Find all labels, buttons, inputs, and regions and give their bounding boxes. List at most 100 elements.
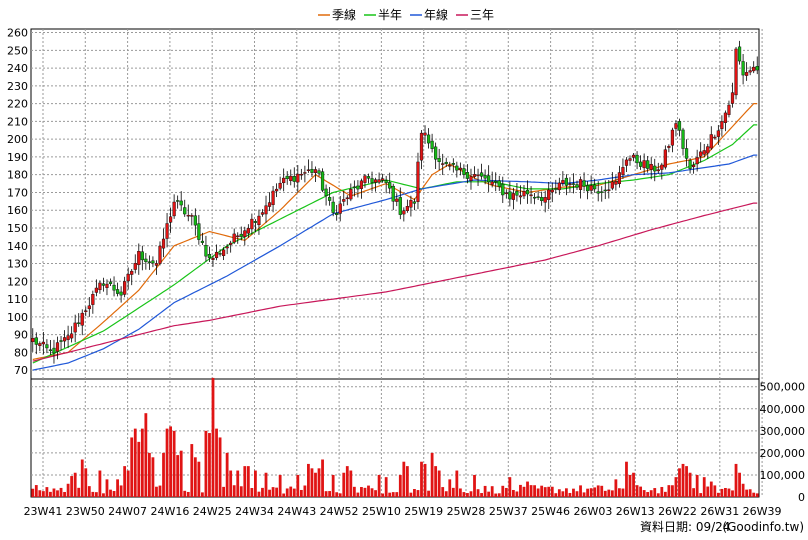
volume-bar	[681, 463, 685, 497]
volume-bar	[204, 430, 208, 497]
volume-bar	[91, 491, 95, 497]
volume-bar	[296, 474, 300, 497]
candle-body	[222, 249, 226, 256]
volume-bar	[603, 490, 607, 497]
volume-bar	[561, 491, 565, 497]
volume-bar	[271, 487, 275, 497]
volume-bar	[667, 485, 671, 497]
price-tick-label: 230	[7, 80, 28, 93]
price-tick-label: 150	[7, 222, 28, 235]
candle-body	[670, 129, 675, 146]
candle-body	[593, 184, 597, 190]
candle-body	[617, 172, 622, 184]
volume-bar	[292, 488, 296, 497]
candle-body	[472, 174, 477, 177]
volume-bar	[257, 491, 261, 497]
candle-body	[289, 175, 293, 181]
volume-bar	[335, 492, 339, 497]
candle-body	[179, 200, 183, 206]
candle-body	[55, 342, 60, 352]
volume-bar	[522, 486, 526, 497]
candle-body	[317, 170, 321, 174]
volume-bar	[557, 489, 561, 497]
volume-bar	[413, 489, 416, 497]
candle-body	[176, 200, 180, 202]
volume-bar	[720, 488, 724, 497]
price-tick-label: 180	[7, 169, 28, 182]
candle-body	[716, 130, 720, 137]
x-tick-label: 26W03	[573, 505, 612, 518]
volume-bar	[324, 491, 328, 497]
volume-bar	[140, 428, 144, 497]
x-tick-label: 25W19	[404, 505, 443, 518]
price-tick-label: 220	[7, 98, 28, 111]
candle-body	[667, 146, 671, 148]
candle-body	[479, 172, 484, 177]
volume-bar	[303, 485, 307, 497]
volume-bar	[458, 488, 462, 497]
candle-body	[384, 180, 388, 183]
candle-body	[186, 214, 190, 217]
volume-bar	[186, 491, 190, 497]
source-label: (Goodinfo.tw)	[722, 520, 804, 534]
candle-body	[126, 273, 130, 282]
volume-bar	[621, 488, 625, 497]
volume-bar	[663, 491, 667, 497]
candle-body	[335, 212, 339, 215]
price-tick-label: 90	[14, 329, 28, 342]
x-tick-label: 25W46	[531, 505, 570, 518]
candle-body	[448, 165, 452, 167]
volume-bar	[243, 466, 247, 497]
candle-body	[653, 165, 657, 172]
volume-bar	[713, 485, 717, 497]
volume-bar	[126, 470, 130, 497]
price-grid	[31, 32, 759, 371]
candle-body	[398, 197, 402, 215]
candle-body	[183, 207, 187, 215]
candle-body	[624, 159, 629, 166]
candle-body	[193, 215, 197, 226]
volume-bar	[45, 487, 49, 497]
candle-body	[370, 178, 374, 183]
candle-body	[324, 188, 328, 197]
volume-axis-ticks: 0 100,000 200,000 300,000 400,000 500,000	[760, 381, 806, 504]
candle-body	[66, 335, 70, 340]
volume-bar	[437, 470, 441, 497]
volume-bar	[356, 492, 360, 497]
volume-bar	[466, 493, 469, 497]
candle-body	[663, 149, 667, 168]
volume-bar	[727, 488, 731, 497]
candle-body	[328, 197, 332, 201]
candle-body	[532, 196, 537, 199]
volume-bar	[123, 466, 127, 497]
price-tick-label: 130	[7, 258, 28, 271]
volume-tick-label: 400,000	[760, 403, 806, 416]
volume-bar	[225, 452, 229, 497]
price-tick-label: 240	[7, 62, 28, 75]
volume-bar	[151, 457, 155, 497]
candle-body	[243, 230, 247, 237]
candle-body	[211, 257, 215, 260]
candle-body	[504, 192, 508, 194]
candle-body	[518, 195, 523, 198]
volume-bar	[307, 463, 310, 497]
candle-body	[112, 284, 116, 291]
volume-bar	[416, 490, 420, 497]
x-tick-label: 24W16	[150, 505, 189, 518]
volume-bar	[607, 489, 611, 497]
candle-body	[62, 337, 67, 342]
volume-bar	[444, 491, 448, 497]
volume-bar	[49, 491, 52, 497]
volume-bar	[317, 468, 321, 497]
volume-bar	[596, 485, 600, 497]
candle-body	[430, 140, 434, 149]
volume-tick-label: 200,000	[760, 447, 806, 460]
volume-bar	[264, 472, 268, 497]
volume-bar	[653, 488, 657, 497]
candle-body	[646, 160, 650, 169]
candle-body	[614, 181, 618, 185]
volume-bar	[391, 492, 395, 497]
price-tick-label: 260	[7, 27, 28, 40]
volume-bar	[158, 485, 162, 497]
volume-bar	[144, 413, 148, 497]
